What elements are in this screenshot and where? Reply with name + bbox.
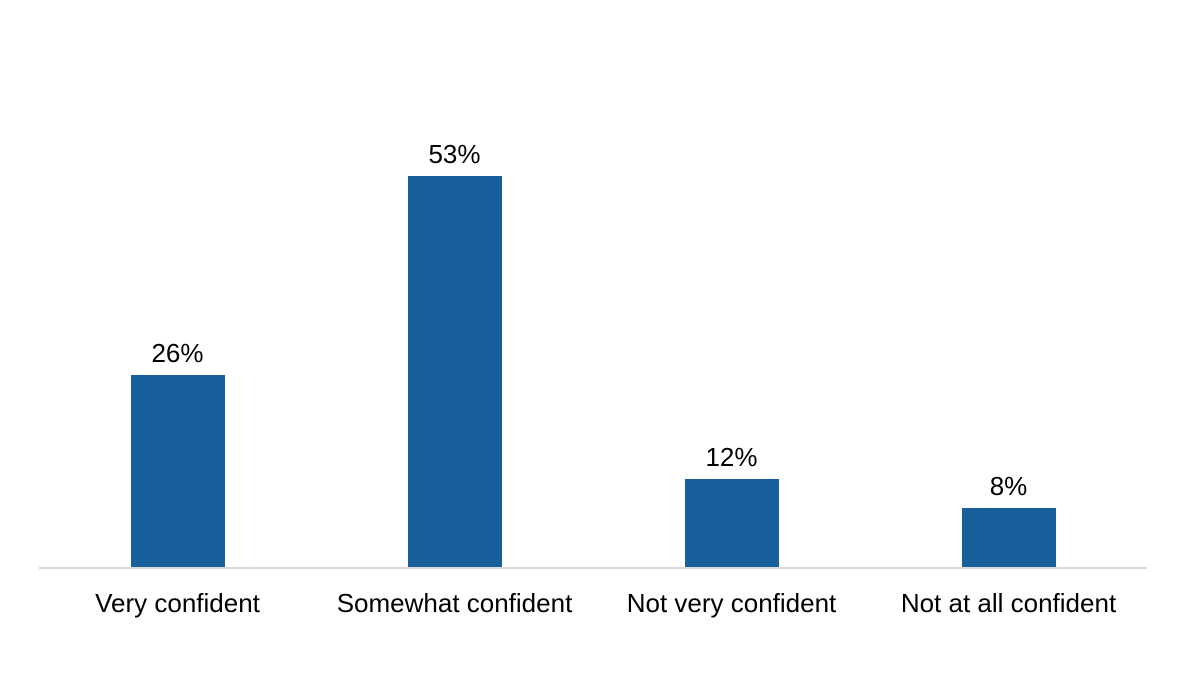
plot-area: 26% 53% 12% 8% — [39, 0, 1147, 569]
bar — [407, 176, 502, 567]
bar — [961, 508, 1056, 567]
x-axis-label: Not very confident — [626, 588, 837, 618]
x-axis-labels: Very confident Somewhat confident Not very… — [39, 587, 1147, 620]
bar-value-label: 8% — [989, 471, 1028, 501]
bar-column: 12% — [593, 0, 870, 567]
bar — [684, 479, 779, 567]
bar-value-label: 26% — [151, 338, 204, 368]
bar — [130, 375, 225, 567]
bar-value-label: 53% — [428, 139, 481, 169]
bar-column: 8% — [870, 0, 1147, 567]
bar-column: 53% — [316, 0, 593, 567]
x-axis-label: Somewhat confident — [336, 588, 573, 618]
bar-value-label: 12% — [705, 442, 758, 472]
x-axis-label: Not at all confident — [900, 588, 1117, 618]
x-axis-label: Very confident — [95, 588, 260, 618]
bar-column: 26% — [39, 0, 316, 567]
